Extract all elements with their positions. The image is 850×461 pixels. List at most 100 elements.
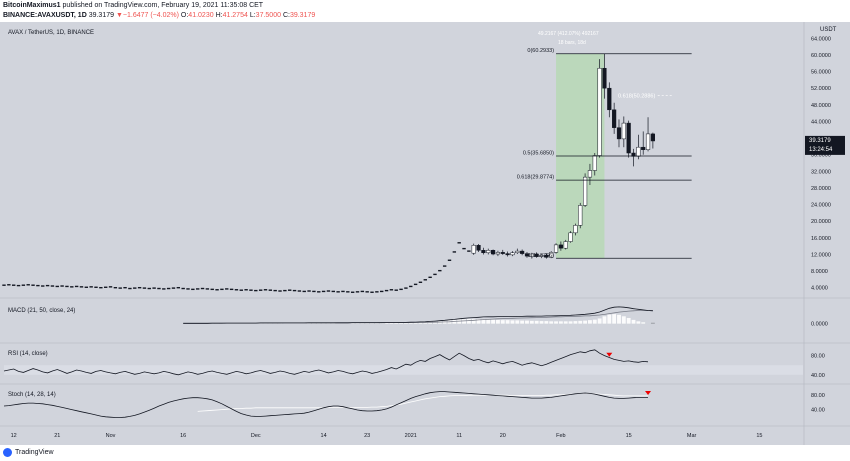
- author-name[interactable]: BitcoinMaximus1: [3, 2, 61, 9]
- macd-histogram-bar: [321, 323, 326, 324]
- stoch-k-line: [3, 391, 648, 418]
- candle-body: [553, 244, 559, 253]
- early-candle: [278, 290, 282, 292]
- early-candle: [21, 284, 26, 286]
- early-candle: [447, 259, 452, 261]
- price-tick-label: 4.0000: [811, 286, 828, 292]
- candle-body: [510, 252, 515, 256]
- candle-body: [486, 250, 491, 254]
- last-price: 39.3179: [88, 12, 115, 19]
- early-candle: [380, 290, 384, 293]
- early-candle: [292, 289, 297, 292]
- macd-histogram-bar: [583, 320, 588, 324]
- early-candle: [452, 251, 457, 253]
- early-candle: [346, 291, 350, 293]
- early-candle: [467, 250, 471, 252]
- stoch-tick-label: 80.00: [811, 393, 825, 399]
- time-tick-label: 23: [364, 433, 370, 439]
- candle-body: [529, 253, 534, 257]
- candle-body: [592, 155, 597, 171]
- early-candles: [2, 242, 471, 293]
- early-candle: [94, 286, 98, 288]
- change-down-icon: ▼: [115, 12, 123, 19]
- rsi-band: [4, 365, 803, 375]
- early-candle: [118, 287, 122, 289]
- early-candle: [438, 269, 442, 272]
- candle-body: [650, 133, 655, 142]
- candle-body: [505, 253, 510, 256]
- chart-area[interactable]: 0(60.2933) 0.5(35.6850) 0.618(29.8774) 1(11…: [0, 22, 850, 445]
- early-candle: [166, 287, 171, 290]
- symbol-text: BINANCE:AVAXUSDT, 1D: [3, 12, 87, 19]
- macd-histogram-bar: [491, 319, 496, 324]
- candles: [471, 53, 655, 259]
- time-tick-label: Dec: [251, 433, 261, 439]
- candle-body: [476, 245, 481, 251]
- macd-histogram-bar: [539, 321, 544, 324]
- time-tick-label: Mar: [687, 433, 697, 439]
- candle-body: [524, 253, 530, 257]
- macd-histogram-bar: [563, 321, 568, 324]
- early-candle: [16, 284, 21, 287]
- macd-histogram-bar: [418, 322, 423, 324]
- time-tick-label: 20: [500, 433, 506, 439]
- price-tick-label: 16.0000: [811, 236, 831, 242]
- early-candle: [350, 291, 355, 293]
- price-tick-label: 20.0000: [811, 219, 831, 225]
- early-candle: [74, 285, 79, 288]
- l-label: L:: [249, 12, 256, 19]
- macd-histogram-bar: [626, 317, 631, 324]
- early-candle: [428, 276, 432, 278]
- early-candle: [331, 290, 335, 293]
- open-value: 41.0230: [188, 12, 214, 19]
- early-candle: [326, 290, 331, 292]
- fib-lines: 0(60.2933) 0.5(35.6850) 0.618(29.8774) 1(11…: [517, 48, 692, 259]
- time-tick-label: 15: [626, 433, 632, 439]
- candle-body: [495, 252, 501, 255]
- time-axis[interactable]: 12 21 Nov 16 Dec 14 23 2021 11 20 Feb 15 Mar 15: [11, 433, 763, 439]
- early-candle: [317, 291, 321, 293]
- macd-signal-line: [183, 310, 653, 324]
- price-tick-label: 64.0000: [811, 36, 831, 42]
- price-axis[interactable]: 64.0000 60.0000 56.0000 52.0000 48.0000 44.00…: [805, 36, 845, 292]
- macd-histogram-bar: [394, 323, 399, 324]
- macd-histogram-bar: [486, 319, 491, 324]
- early-candle: [36, 284, 40, 287]
- countdown-label: 13:24:54: [809, 147, 833, 153]
- candle-body: [602, 67, 607, 89]
- early-candle: [26, 284, 30, 286]
- macd-histogram-bar: [360, 323, 365, 324]
- rsi-tick-label: 80.00: [811, 354, 825, 360]
- early-candle: [176, 286, 181, 289]
- early-candle: [263, 289, 268, 291]
- early-candle: [147, 287, 151, 290]
- early-candle: [11, 284, 16, 286]
- early-candle: [162, 288, 166, 290]
- candle-body: [500, 252, 505, 254]
- candle-body: [568, 232, 573, 242]
- time-tick-label: 15: [756, 433, 762, 439]
- macd-histogram-bar: [612, 314, 617, 324]
- early-candle: [433, 273, 437, 276]
- early-candle: [103, 286, 108, 288]
- early-candle: [341, 290, 345, 293]
- early-candle: [45, 284, 50, 287]
- early-candle: [229, 288, 234, 291]
- fib-level-label: 0.5(35.6850): [523, 150, 554, 156]
- macd-histogram-bar: [384, 323, 389, 324]
- macd-histogram-bar: [316, 323, 321, 324]
- candle-body: [641, 146, 646, 150]
- chart-svg[interactable]: 0(60.2933) 0.5(35.6850) 0.618(29.8774) 1(11…: [0, 22, 850, 445]
- early-candle: [312, 290, 316, 293]
- stoch-title: Stoch (14, 28, 14): [8, 392, 56, 398]
- tradingview-logo[interactable]: TradingView: [3, 448, 54, 457]
- publish-line: BitcoinMaximus1 published on TradingView…: [3, 1, 263, 11]
- symbol-line: BINANCE:AVAXUSDT, 1D 39.3179 ▼−1.6477 (−…: [3, 11, 315, 21]
- candle-body: [578, 205, 583, 226]
- time-tick-label: 12: [11, 433, 17, 439]
- early-candle: [423, 279, 427, 281]
- price-tick-label: 60.0000: [811, 53, 831, 59]
- early-candle: [254, 289, 258, 292]
- macd-histogram-bar: [558, 321, 563, 324]
- early-candle: [89, 286, 93, 288]
